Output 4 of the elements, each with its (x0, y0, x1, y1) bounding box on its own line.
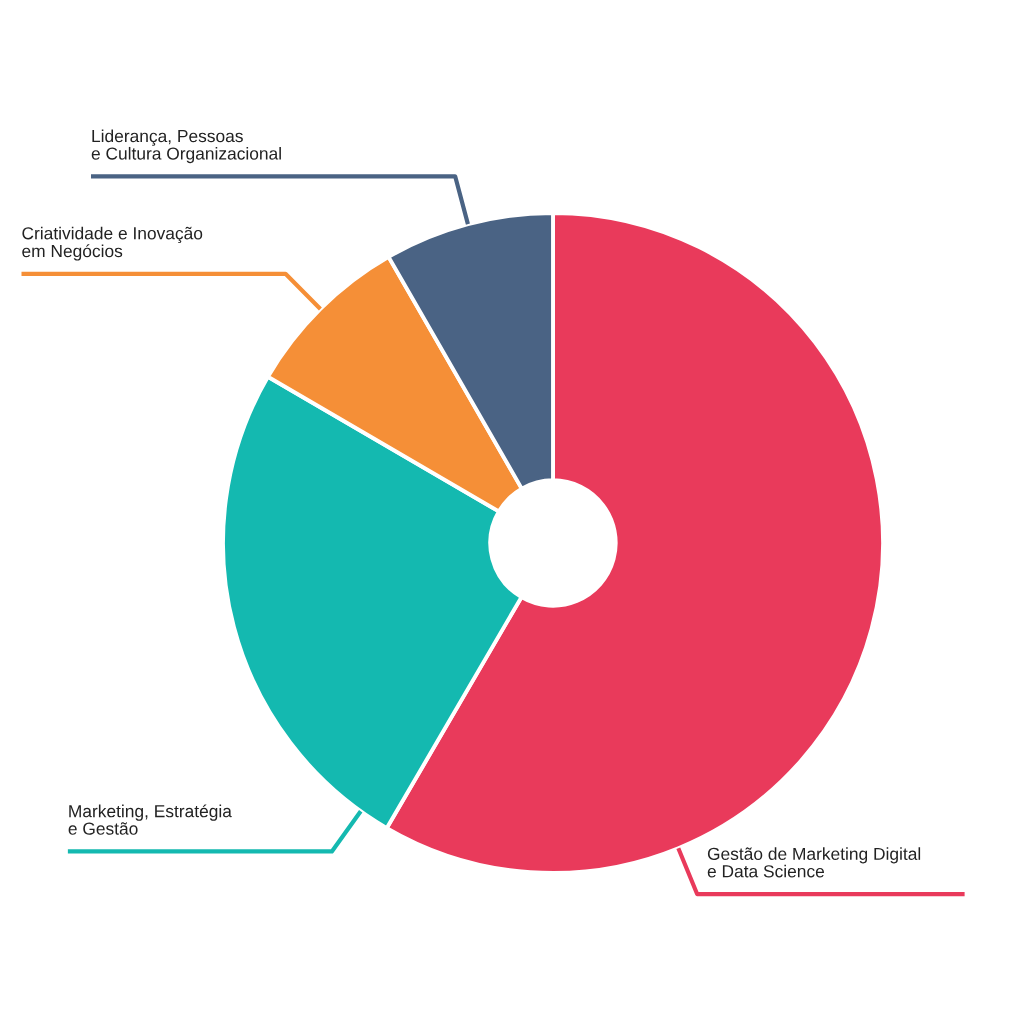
slice-label: Liderança, Pessoas e Cultura Organizacional (91, 129, 281, 164)
slice-label: Gestão de Marketing Digital e Data Science (707, 847, 921, 878)
slice-label: Marketing, Estratégia e Gestão (68, 804, 232, 835)
slice-label: Criatividade e Inovação em Negócios (22, 226, 203, 261)
